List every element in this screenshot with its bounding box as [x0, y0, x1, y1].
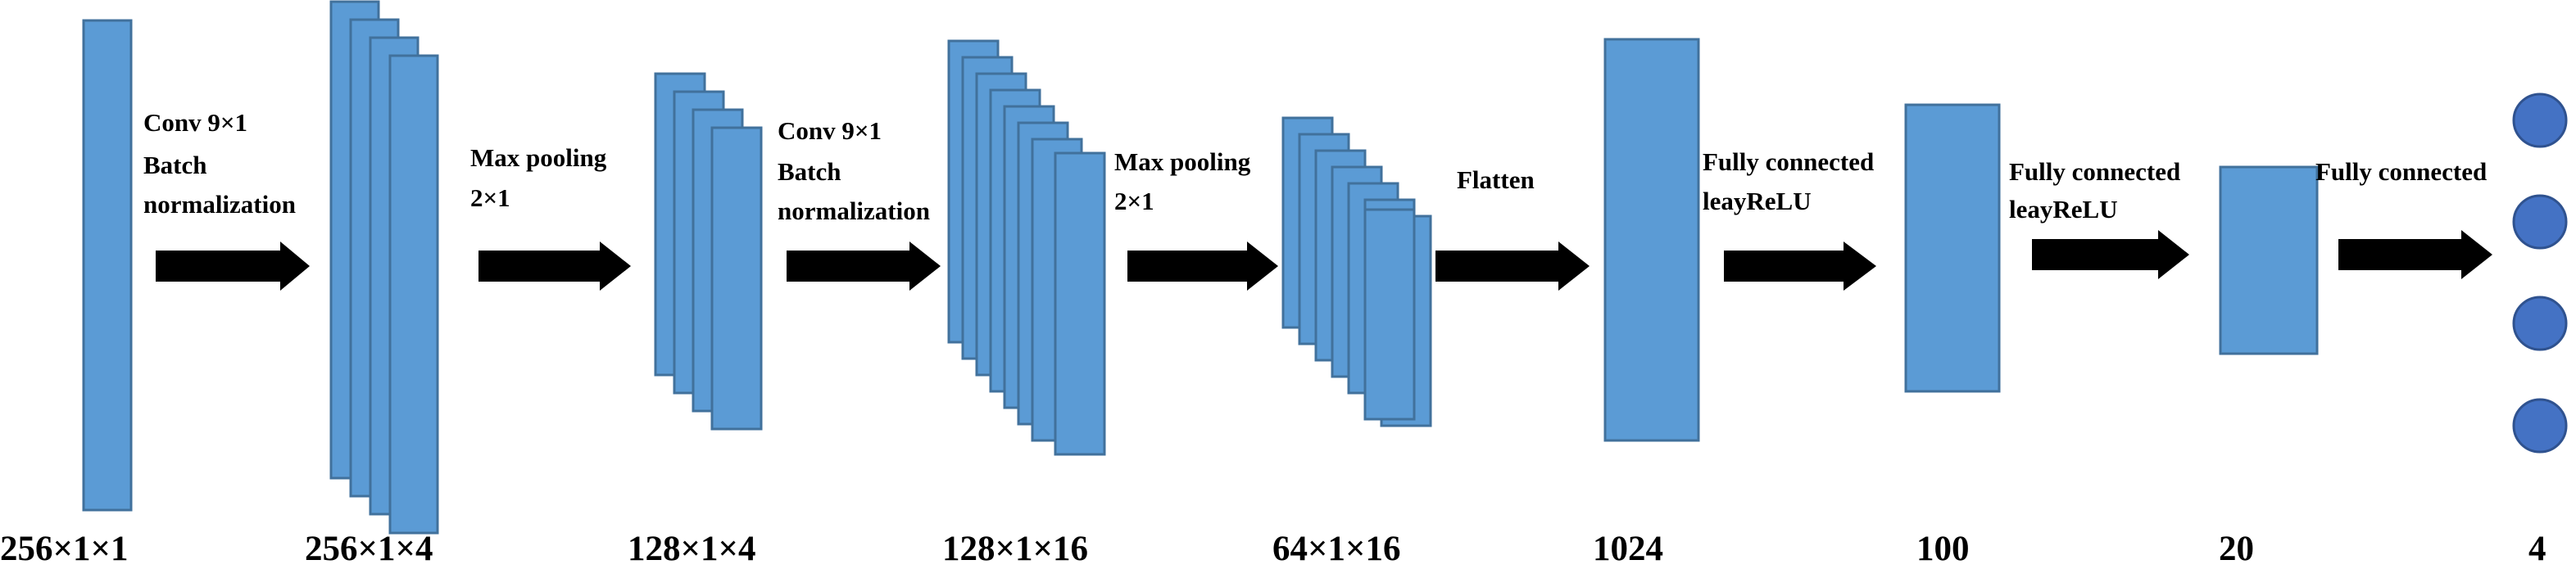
dimension-label: 128×1×16: [942, 530, 1088, 568]
layer-conv2-output: [947, 39, 1106, 456]
operation-label: Conv 9×1 Batch normalization: [778, 116, 930, 225]
arrow-icon: [478, 242, 631, 291]
layer-pool1-output: [654, 72, 763, 431]
dense-block: [2219, 165, 2319, 355]
arrow-icon: [2032, 230, 2189, 279]
operation-label: Fully connected leayReLU: [1703, 147, 1880, 215]
layer-fc1: [1904, 103, 2001, 393]
layer-pool2-output: [1281, 116, 1432, 427]
output-node: [2512, 93, 2568, 148]
dense-block: [1603, 38, 1700, 442]
operation-label: Max pooling 2×1: [1114, 147, 1257, 215]
arrows: [156, 230, 2492, 291]
operation-label: Fully connected: [2315, 157, 2487, 186]
arrow-icon: [1127, 242, 1278, 291]
operation-label: Fully connected leayReLU: [2009, 157, 2187, 224]
operation-label: Flatten: [1457, 165, 1535, 194]
output-node: [2512, 194, 2568, 250]
feature-map-block: [82, 19, 133, 512]
layer-flatten: [1603, 38, 1700, 442]
dimension-label: 4: [2528, 530, 2547, 568]
layer-input: [82, 19, 133, 512]
output-node: [2512, 398, 2568, 454]
arrow-icon: [1435, 242, 1590, 291]
dimension-label: 1024: [1593, 530, 1663, 568]
feature-map-block: [1054, 151, 1106, 456]
dimension-label: 128×1×4: [628, 530, 756, 568]
operation-labels: Conv 9×1 Batch normalization Max pooling…: [143, 108, 2487, 225]
output-node: [2512, 296, 2568, 351]
operation-label: Conv 9×1 Batch normalization: [143, 108, 296, 219]
dimension-label: 20: [2219, 530, 2254, 568]
dense-block: [1904, 103, 2001, 393]
dimension-labels: 256×1×1 256×1×4 128×1×4 128×1×16 64×1×16…: [0, 530, 2547, 568]
dimension-label: 256×1×4: [305, 530, 433, 568]
operation-label: Max pooling 2×1: [470, 143, 613, 212]
dimension-label: 256×1×1: [0, 530, 129, 568]
dimension-label: 64×1×16: [1272, 530, 1401, 568]
arrow-icon: [2338, 230, 2492, 279]
feature-map-block: [1363, 208, 1416, 421]
layer-conv1-output: [329, 0, 439, 535]
layer-output: [2512, 93, 2568, 454]
layer-fc2: [2219, 165, 2319, 355]
arrow-icon: [787, 242, 941, 291]
arrow-icon: [156, 242, 310, 291]
feature-map-block: [710, 126, 763, 431]
arrow-icon: [1724, 242, 1876, 291]
dimension-label: 100: [1916, 530, 1970, 568]
feature-map-block: [388, 54, 439, 535]
